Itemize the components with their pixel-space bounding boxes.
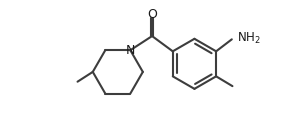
- Text: NH$_2$: NH$_2$: [237, 31, 261, 46]
- Text: O: O: [147, 8, 157, 21]
- Text: N: N: [126, 44, 135, 57]
